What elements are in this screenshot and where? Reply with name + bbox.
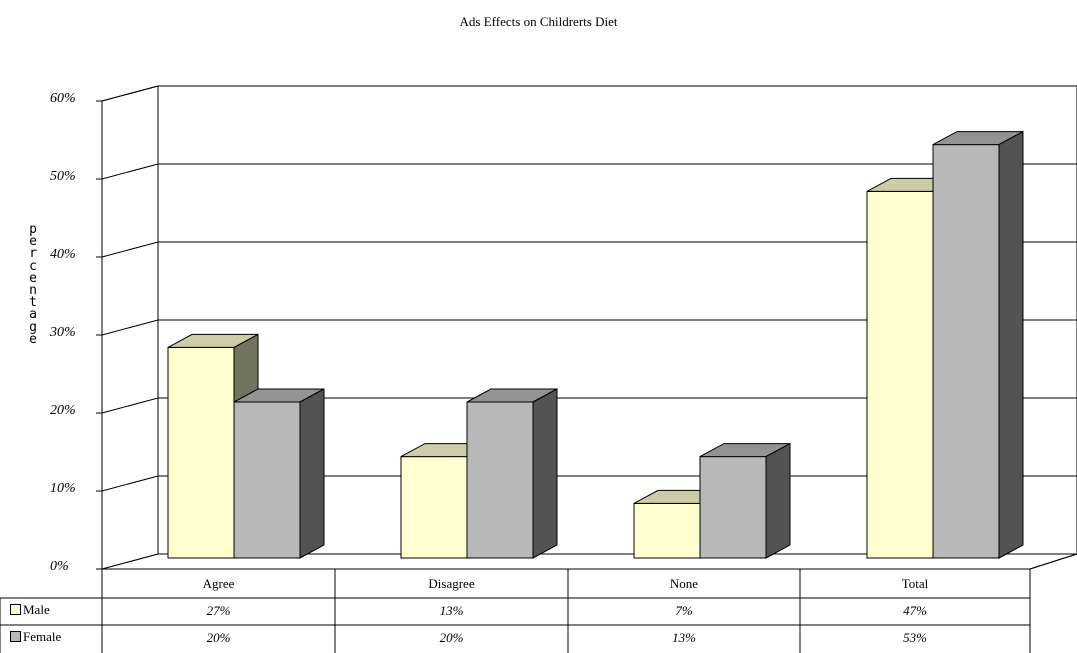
legend-swatch: [10, 631, 21, 642]
legend-label: Female: [23, 629, 62, 644]
y-tick-label: 50%: [50, 169, 76, 184]
legend-entry: Male: [10, 602, 50, 618]
data-label: 20%: [206, 630, 231, 645]
bar-front: [866, 190, 934, 559]
data-label: 13%: [439, 603, 464, 618]
bar-front: [400, 456, 468, 559]
x-category-label: Disagree: [428, 576, 475, 591]
data-label: 13%: [672, 630, 696, 645]
bar-front: [233, 401, 301, 559]
bar-side: [765, 442, 791, 559]
x-category-label: Total: [901, 576, 929, 591]
bar-front: [466, 401, 534, 559]
legend-swatch: [10, 604, 21, 615]
bar-side: [998, 130, 1024, 559]
gridline-diag: [101, 475, 159, 492]
y-tick-label: 60%: [50, 91, 76, 106]
x-category-label: Agree: [202, 576, 235, 591]
bar-front: [932, 144, 1000, 559]
y-tick-label: 20%: [50, 403, 76, 418]
gridline-diag: [101, 319, 159, 336]
chart-title: Ads Effects on Childrerts Diet: [459, 14, 618, 29]
gridline-diag: [101, 85, 159, 102]
legend-label: Male: [23, 602, 50, 617]
y-tick-label: 10%: [50, 481, 76, 496]
data-label: 20%: [439, 630, 464, 645]
gridline-diag: [101, 397, 159, 414]
bar-front: [699, 456, 767, 559]
y-tick-label: 0%: [50, 559, 69, 574]
data-label: 47%: [903, 603, 927, 618]
gridline-diag: [101, 241, 159, 258]
legend-entry: Female: [10, 629, 61, 645]
bar-side: [299, 388, 325, 559]
y-tick-label: 40%: [50, 247, 76, 262]
x-category-label: None: [669, 576, 699, 591]
gridline-diag: [101, 163, 159, 180]
bar-side: [532, 388, 558, 559]
floor-edge: [1029, 553, 1077, 570]
bar-front: [633, 502, 701, 559]
data-label: 7%: [675, 603, 693, 618]
data-label: 53%: [903, 630, 927, 645]
data-label: 27%: [206, 603, 231, 618]
y-tick-label: 30%: [50, 325, 76, 340]
bar-front: [167, 346, 235, 559]
